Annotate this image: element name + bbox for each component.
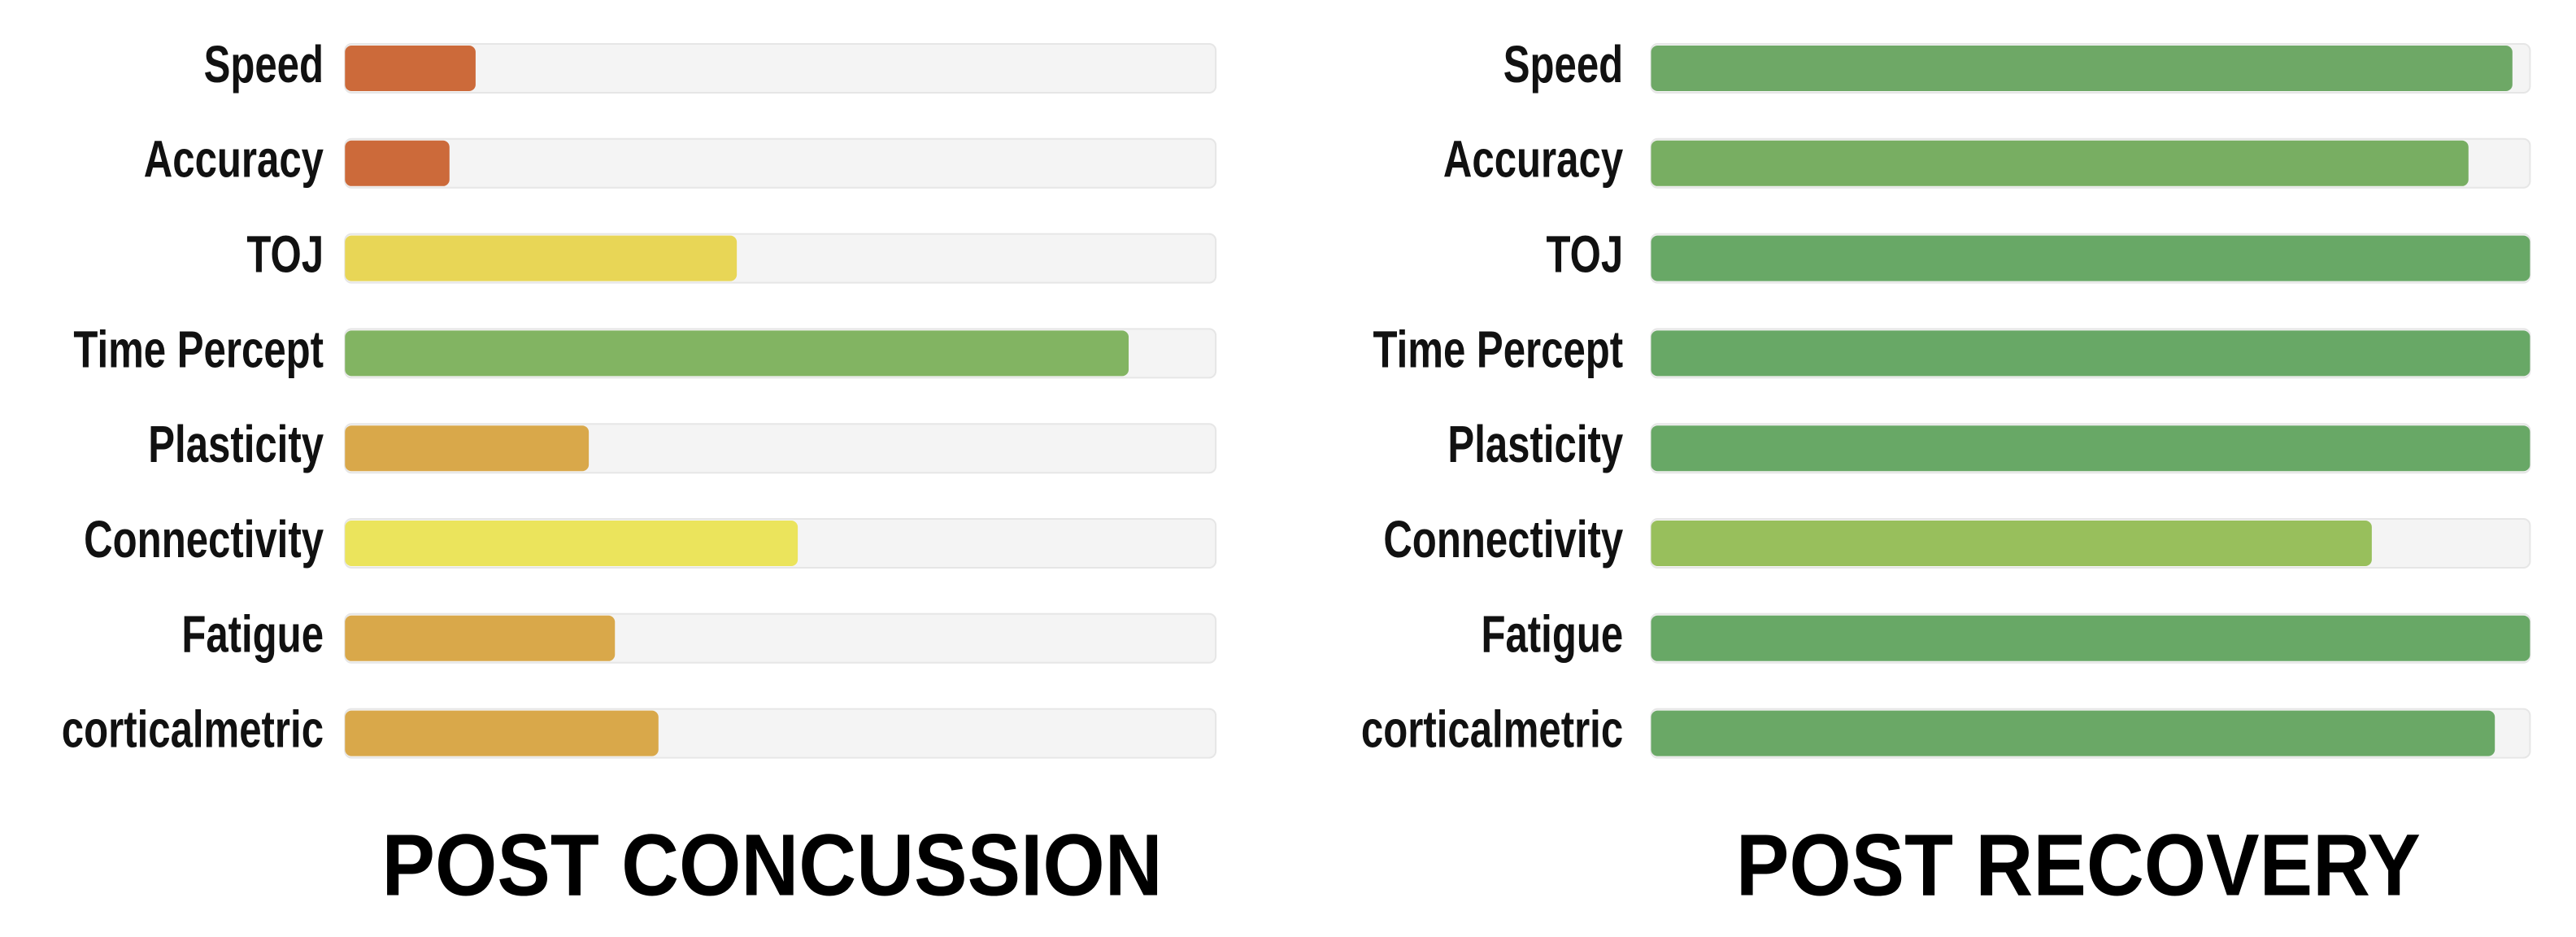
bar-label: corticalmetric bbox=[62, 700, 324, 759]
bar-label: TOJ bbox=[1546, 225, 1623, 284]
bar-label: Fatigue bbox=[181, 606, 324, 665]
bar-label: Fatigue bbox=[1481, 606, 1623, 665]
bar bbox=[345, 521, 798, 566]
bar-label: Plasticity bbox=[148, 416, 324, 474]
bar-track bbox=[344, 137, 1217, 189]
bar bbox=[1651, 330, 2530, 377]
bar bbox=[1651, 46, 2513, 91]
bar-label: Plasticity bbox=[1447, 416, 1623, 474]
chart-title: POST RECOVERY bbox=[1736, 816, 2421, 913]
bar bbox=[345, 235, 738, 281]
bar bbox=[345, 330, 1129, 377]
bar bbox=[345, 425, 590, 472]
bar-label: Speed bbox=[1503, 36, 1623, 94]
bar-label: TOJ bbox=[246, 225, 324, 284]
bar-label: Accuracy bbox=[144, 131, 324, 190]
bar-label: Connectivity bbox=[84, 511, 324, 569]
bar bbox=[345, 710, 659, 756]
bar bbox=[1651, 521, 2372, 566]
bar-label: Connectivity bbox=[1383, 511, 1623, 569]
bar-label: Accuracy bbox=[1443, 131, 1623, 190]
chart-title: POST CONCUSSION bbox=[382, 816, 1163, 913]
bar bbox=[1651, 425, 2530, 472]
bar bbox=[345, 46, 476, 91]
bar-label: Time Percept bbox=[1373, 320, 1623, 379]
bar-label: Speed bbox=[204, 36, 324, 94]
bar bbox=[345, 140, 450, 186]
bar bbox=[1651, 140, 2469, 186]
bar-label: Time Percept bbox=[73, 320, 324, 379]
bar bbox=[1651, 235, 2530, 281]
bar bbox=[345, 615, 616, 661]
bar bbox=[1651, 615, 2530, 661]
bar-label: corticalmetric bbox=[1361, 700, 1623, 759]
bar bbox=[1651, 710, 2496, 756]
